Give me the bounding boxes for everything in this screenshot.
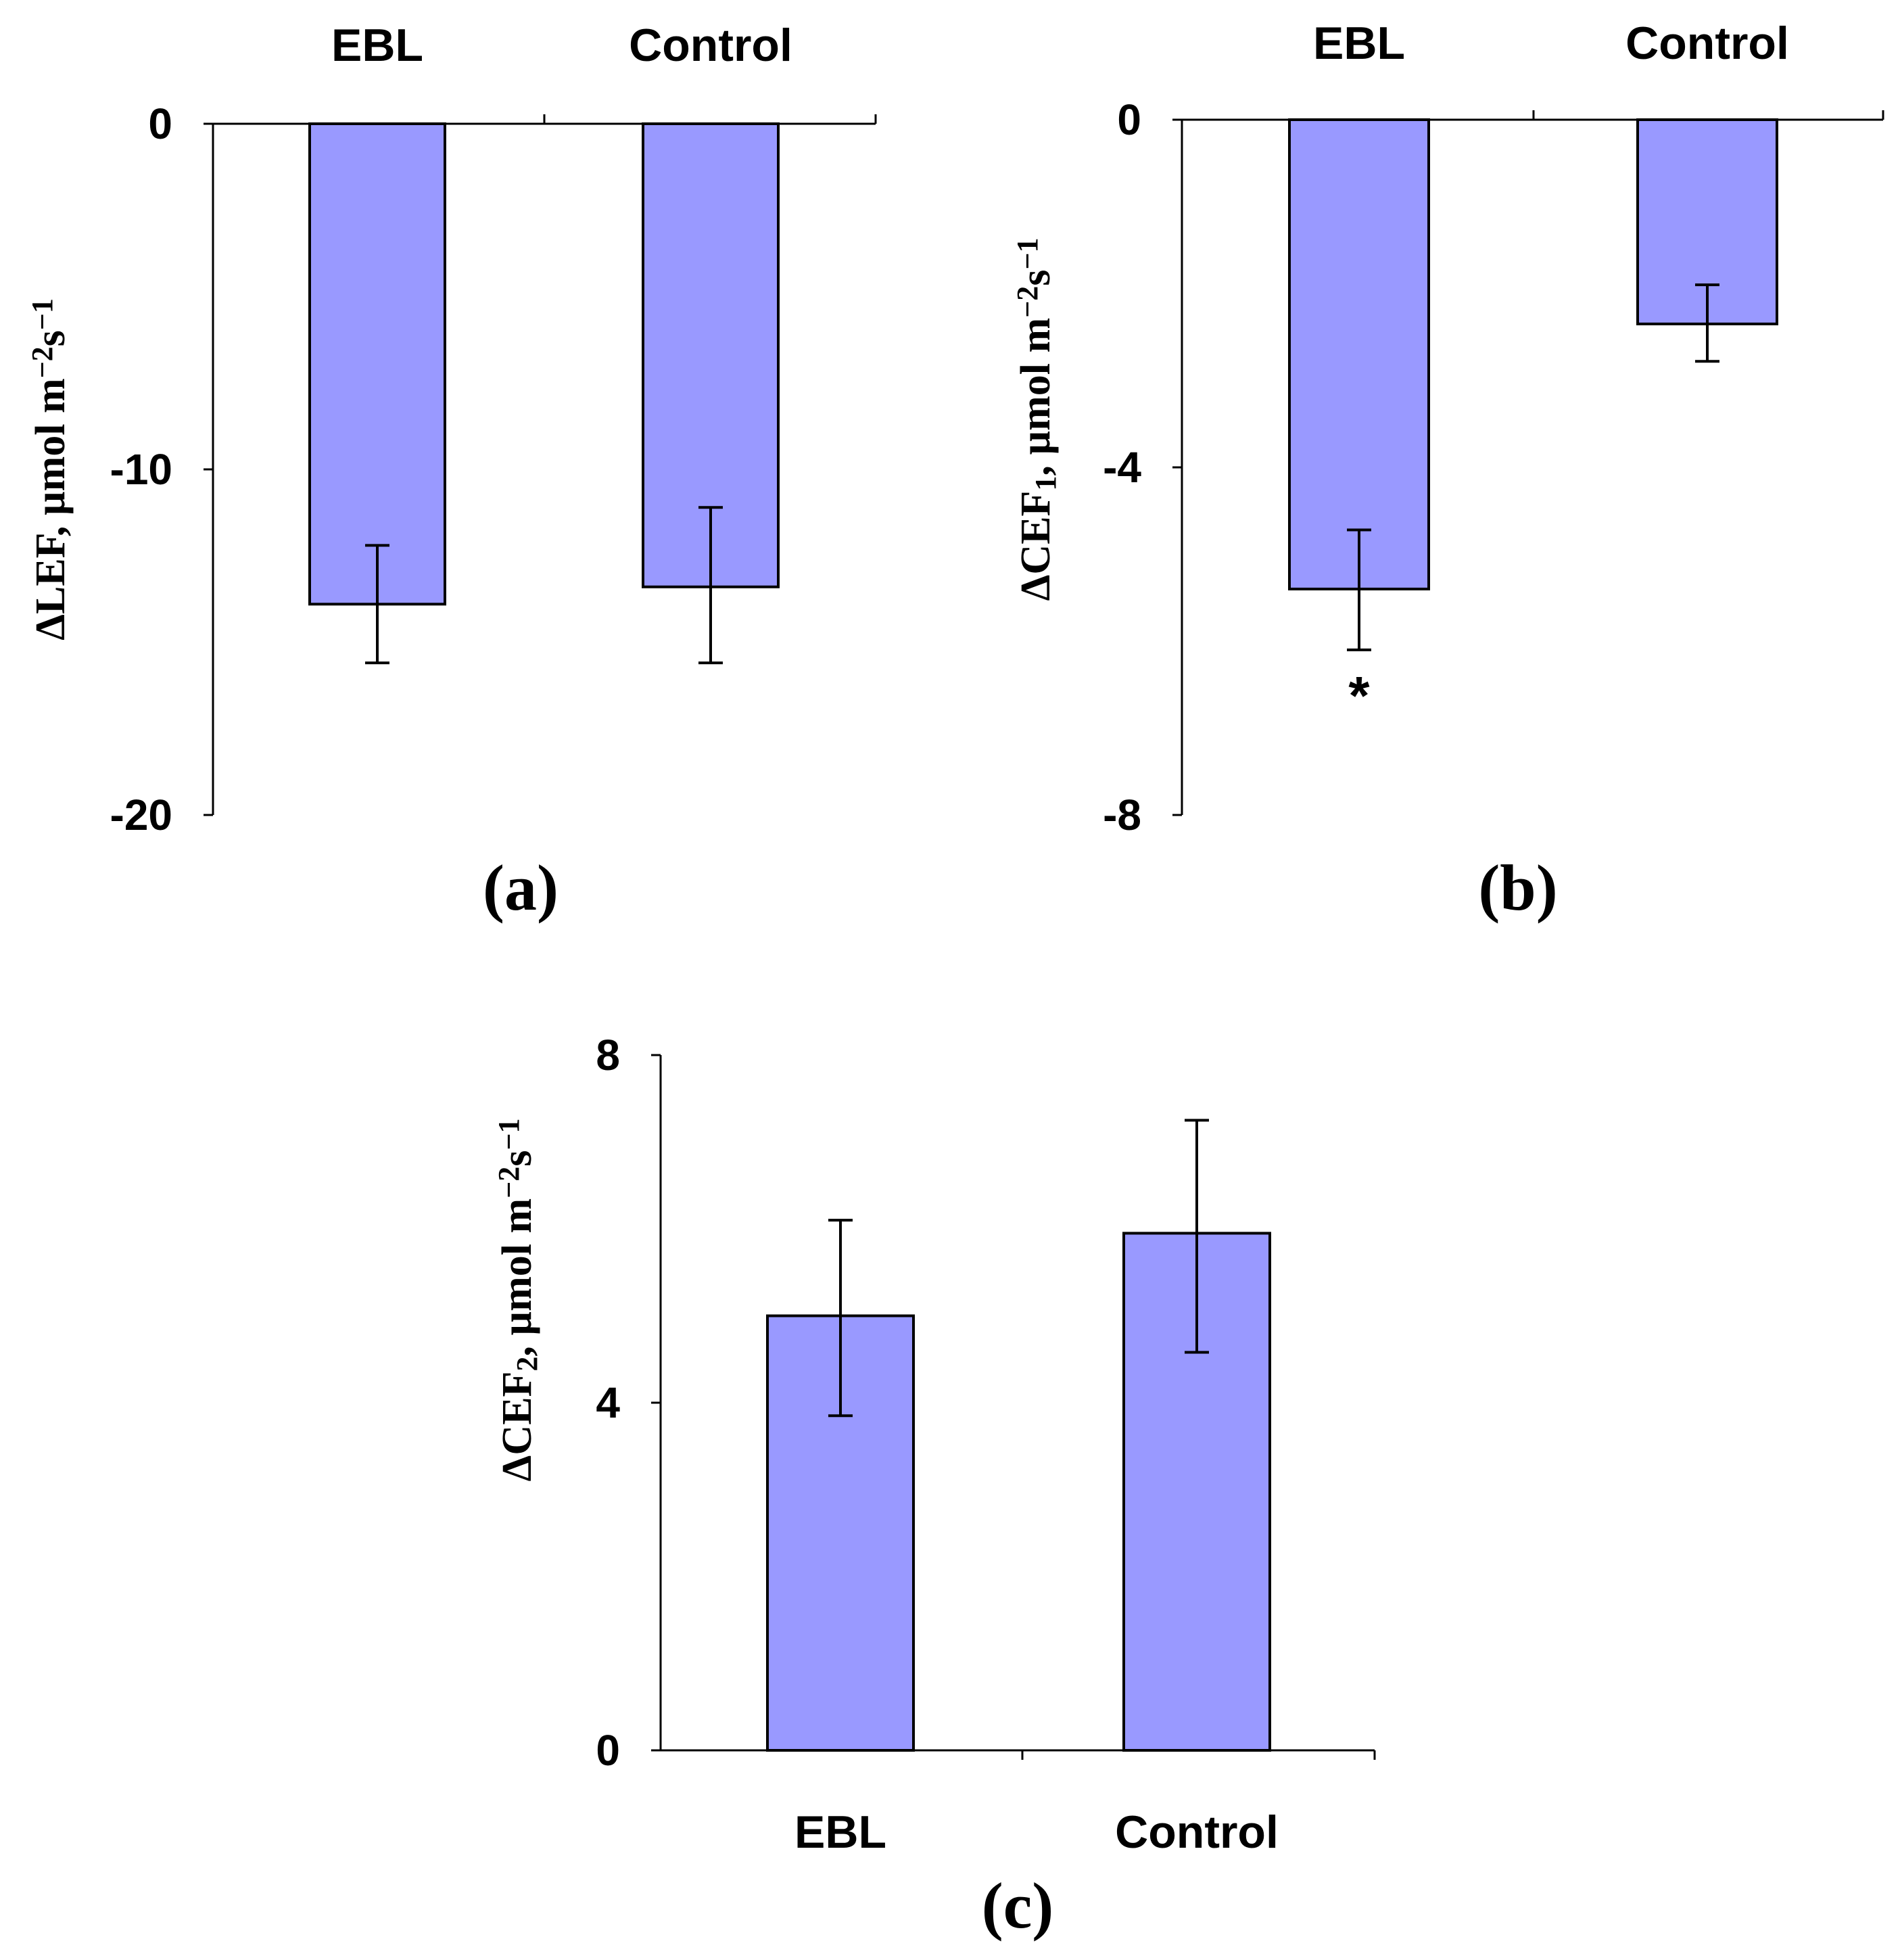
y-axis-label-part: −2: [492, 1167, 525, 1198]
y-axis-label-part: 1: [1029, 476, 1062, 491]
y-axis-label: ΔCEF1, µmol m−2s−1: [1011, 238, 1062, 601]
y-axis-label-part: ΔCEF: [1013, 491, 1059, 601]
significance-marker: *: [1348, 666, 1370, 726]
y-axis-label-part: s: [494, 1150, 540, 1167]
category-label: EBL: [794, 1806, 886, 1858]
category-label: EBL: [1313, 18, 1405, 69]
y-axis-label-part: , µmol m: [1013, 318, 1059, 476]
y-axis-label-part: 2: [510, 1357, 544, 1372]
panel-label: (c): [982, 1869, 1054, 1942]
y-tick-label: -8: [1103, 791, 1141, 839]
y-tick-label: -4: [1103, 443, 1141, 492]
y-tick-label: 4: [596, 1378, 620, 1427]
y-axis-label-part: −1: [26, 298, 59, 330]
panel-label: (a): [483, 851, 559, 924]
chart-panel-b: 0 -4 -8 EBL * Control ΔCEF1, µmol m−2s−1 (b): [1011, 18, 1884, 924]
category-label: Control: [629, 20, 792, 71]
y-axis-label: ΔLEF, µmol m−2s−1: [26, 298, 74, 640]
y-axis-label-part: −2: [26, 346, 59, 378]
y-tick-label: 0: [148, 99, 172, 148]
y-axis-label-part: s: [1013, 270, 1059, 286]
bar-ebl: [1288, 118, 1430, 590]
panel-label: (b): [1478, 851, 1557, 924]
category-label: Control: [1625, 18, 1789, 69]
chart-panel-a: 0 -10 -20 EBL Control ΔLEF, µmol m−2s−1 (a): [26, 20, 877, 924]
y-tick-label: -20: [110, 791, 173, 839]
category-label: EBL: [331, 20, 423, 71]
y-axis-label-part: , µmol m: [494, 1198, 540, 1357]
category-label: Control: [1115, 1806, 1279, 1858]
y-axis-label-part: −2: [1011, 286, 1044, 318]
y-tick-label: -10: [110, 445, 173, 494]
bar-ebl: [308, 122, 446, 606]
y-axis-label-part: −1: [492, 1119, 525, 1150]
y-axis-label-part: −1: [1011, 238, 1044, 270]
y-axis-label: ΔCEF2, µmol m−2s−1: [492, 1119, 543, 1482]
chart-panel-c: 8 4 0 EBL Control ΔCEF2, µmol m−2s−1 (c): [492, 1031, 1376, 1942]
y-axis-label-part: ΔCEF: [494, 1372, 540, 1482]
y-tick-label: 8: [596, 1031, 620, 1079]
y-tick-label: 0: [1117, 95, 1141, 144]
y-axis-label-part: s: [28, 330, 74, 346]
y-axis-label-part: ΔLEF, µmol m: [28, 378, 74, 640]
y-tick-label: 0: [596, 1726, 620, 1775]
